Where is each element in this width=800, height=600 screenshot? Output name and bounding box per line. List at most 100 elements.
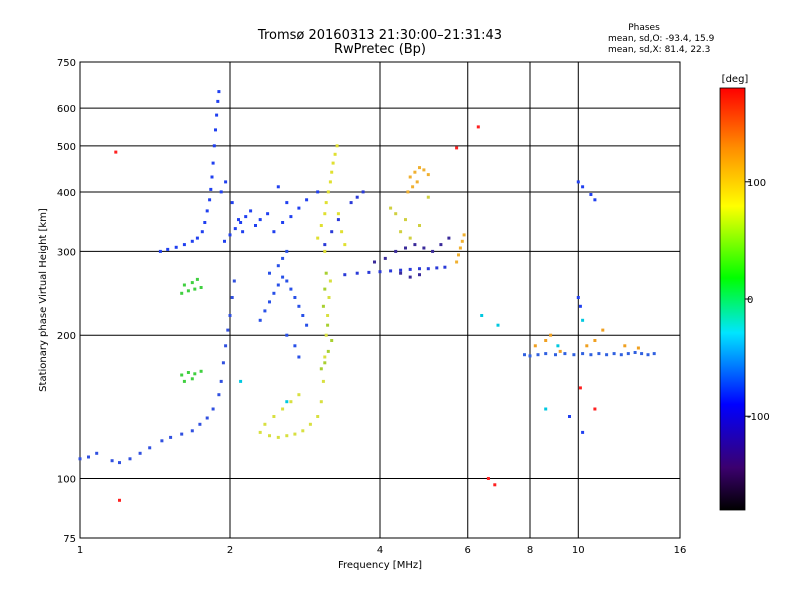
data-point xyxy=(343,243,347,247)
y-axis-label: Stationary phase Virtual Height [km] xyxy=(38,208,49,392)
data-point xyxy=(536,353,540,357)
data-point xyxy=(413,170,417,174)
data-point xyxy=(443,265,447,269)
data-point xyxy=(418,224,421,227)
data-point xyxy=(305,323,309,327)
data-point xyxy=(190,429,194,433)
data-point xyxy=(328,279,332,283)
data-point xyxy=(581,185,585,189)
data-point xyxy=(581,352,585,356)
data-point xyxy=(293,296,297,299)
data-point xyxy=(413,243,417,247)
data-point xyxy=(435,266,439,270)
data-point xyxy=(480,314,484,317)
x-axis-label: Frequency [MHz] xyxy=(338,560,422,571)
y-axis-ticks: 75 100 200 300 400 500 600 750 xyxy=(57,58,76,545)
data-point xyxy=(426,267,430,271)
data-point xyxy=(276,264,280,268)
data-point xyxy=(289,215,293,219)
data-point xyxy=(293,344,297,348)
data-point xyxy=(640,352,644,356)
data-point xyxy=(422,168,426,172)
data-point xyxy=(394,212,398,216)
data-point xyxy=(323,212,327,216)
data-point xyxy=(544,407,548,411)
data-point xyxy=(411,185,415,189)
data-point xyxy=(297,393,301,397)
data-point xyxy=(399,268,403,272)
data-point xyxy=(195,277,199,281)
data-point xyxy=(458,246,462,250)
data-point xyxy=(418,267,421,271)
data-point xyxy=(272,291,276,295)
x-tick-label: 1 xyxy=(77,545,83,556)
data-point xyxy=(305,198,309,202)
data-point xyxy=(331,161,335,165)
data-point xyxy=(182,283,186,287)
data-point xyxy=(549,333,553,337)
data-point xyxy=(319,224,323,227)
data-point xyxy=(457,253,460,257)
data-point xyxy=(327,296,331,299)
data-point xyxy=(281,407,285,411)
data-point xyxy=(210,175,214,179)
data-point xyxy=(578,304,582,308)
data-point xyxy=(335,144,339,148)
data-point xyxy=(110,459,114,463)
data-point xyxy=(128,457,132,461)
y-tick-label: 750 xyxy=(57,58,76,69)
data-point xyxy=(237,218,240,222)
data-point xyxy=(415,180,419,184)
colorbar-label: [deg] xyxy=(722,74,749,85)
data-point xyxy=(268,300,271,304)
data-point xyxy=(593,339,597,342)
data-point xyxy=(544,352,548,356)
phases-o-stats: mean, sd,O: -93.4, 15.9 xyxy=(608,34,715,44)
chart-title: Tromsø 20160313 21:30:00–21:31:43 xyxy=(257,28,502,43)
data-point xyxy=(193,287,197,291)
data-point xyxy=(209,187,213,191)
data-point xyxy=(219,379,223,383)
data-point xyxy=(323,361,327,365)
x-tick-label: 8 xyxy=(527,545,533,556)
y-tick-label: 200 xyxy=(57,331,76,342)
data-point xyxy=(324,201,328,205)
data-point xyxy=(623,344,627,348)
data-point xyxy=(408,175,412,179)
data-point xyxy=(601,328,605,332)
data-point xyxy=(190,239,194,243)
colorbar-tick-label: 0 xyxy=(747,295,753,306)
data-point xyxy=(195,236,199,240)
data-point xyxy=(285,400,289,404)
data-point xyxy=(199,286,203,289)
x-tick-label: 16 xyxy=(674,545,687,556)
data-point xyxy=(340,230,344,234)
data-point xyxy=(186,371,190,374)
data-point xyxy=(533,344,537,348)
data-point xyxy=(455,260,459,264)
data-point xyxy=(205,209,209,213)
data-point xyxy=(301,314,305,317)
data-point xyxy=(544,339,548,342)
data-point xyxy=(373,260,376,264)
data-point xyxy=(576,296,580,299)
data-point xyxy=(439,243,443,247)
data-point xyxy=(336,212,340,216)
data-point xyxy=(230,296,234,299)
data-point xyxy=(258,218,262,222)
data-point xyxy=(285,201,289,205)
data-point xyxy=(323,249,327,253)
y-tick-label: 75 xyxy=(63,534,76,545)
data-point xyxy=(572,353,576,357)
data-point xyxy=(389,269,393,273)
data-point xyxy=(226,328,230,332)
data-point xyxy=(224,344,228,348)
data-point xyxy=(219,190,223,194)
colorbar-tick-label: -100 xyxy=(747,412,770,423)
data-point xyxy=(576,180,580,184)
data-point xyxy=(585,344,589,348)
data-point xyxy=(276,185,280,189)
data-point xyxy=(258,318,262,322)
data-point xyxy=(114,150,118,154)
data-point xyxy=(316,236,320,240)
